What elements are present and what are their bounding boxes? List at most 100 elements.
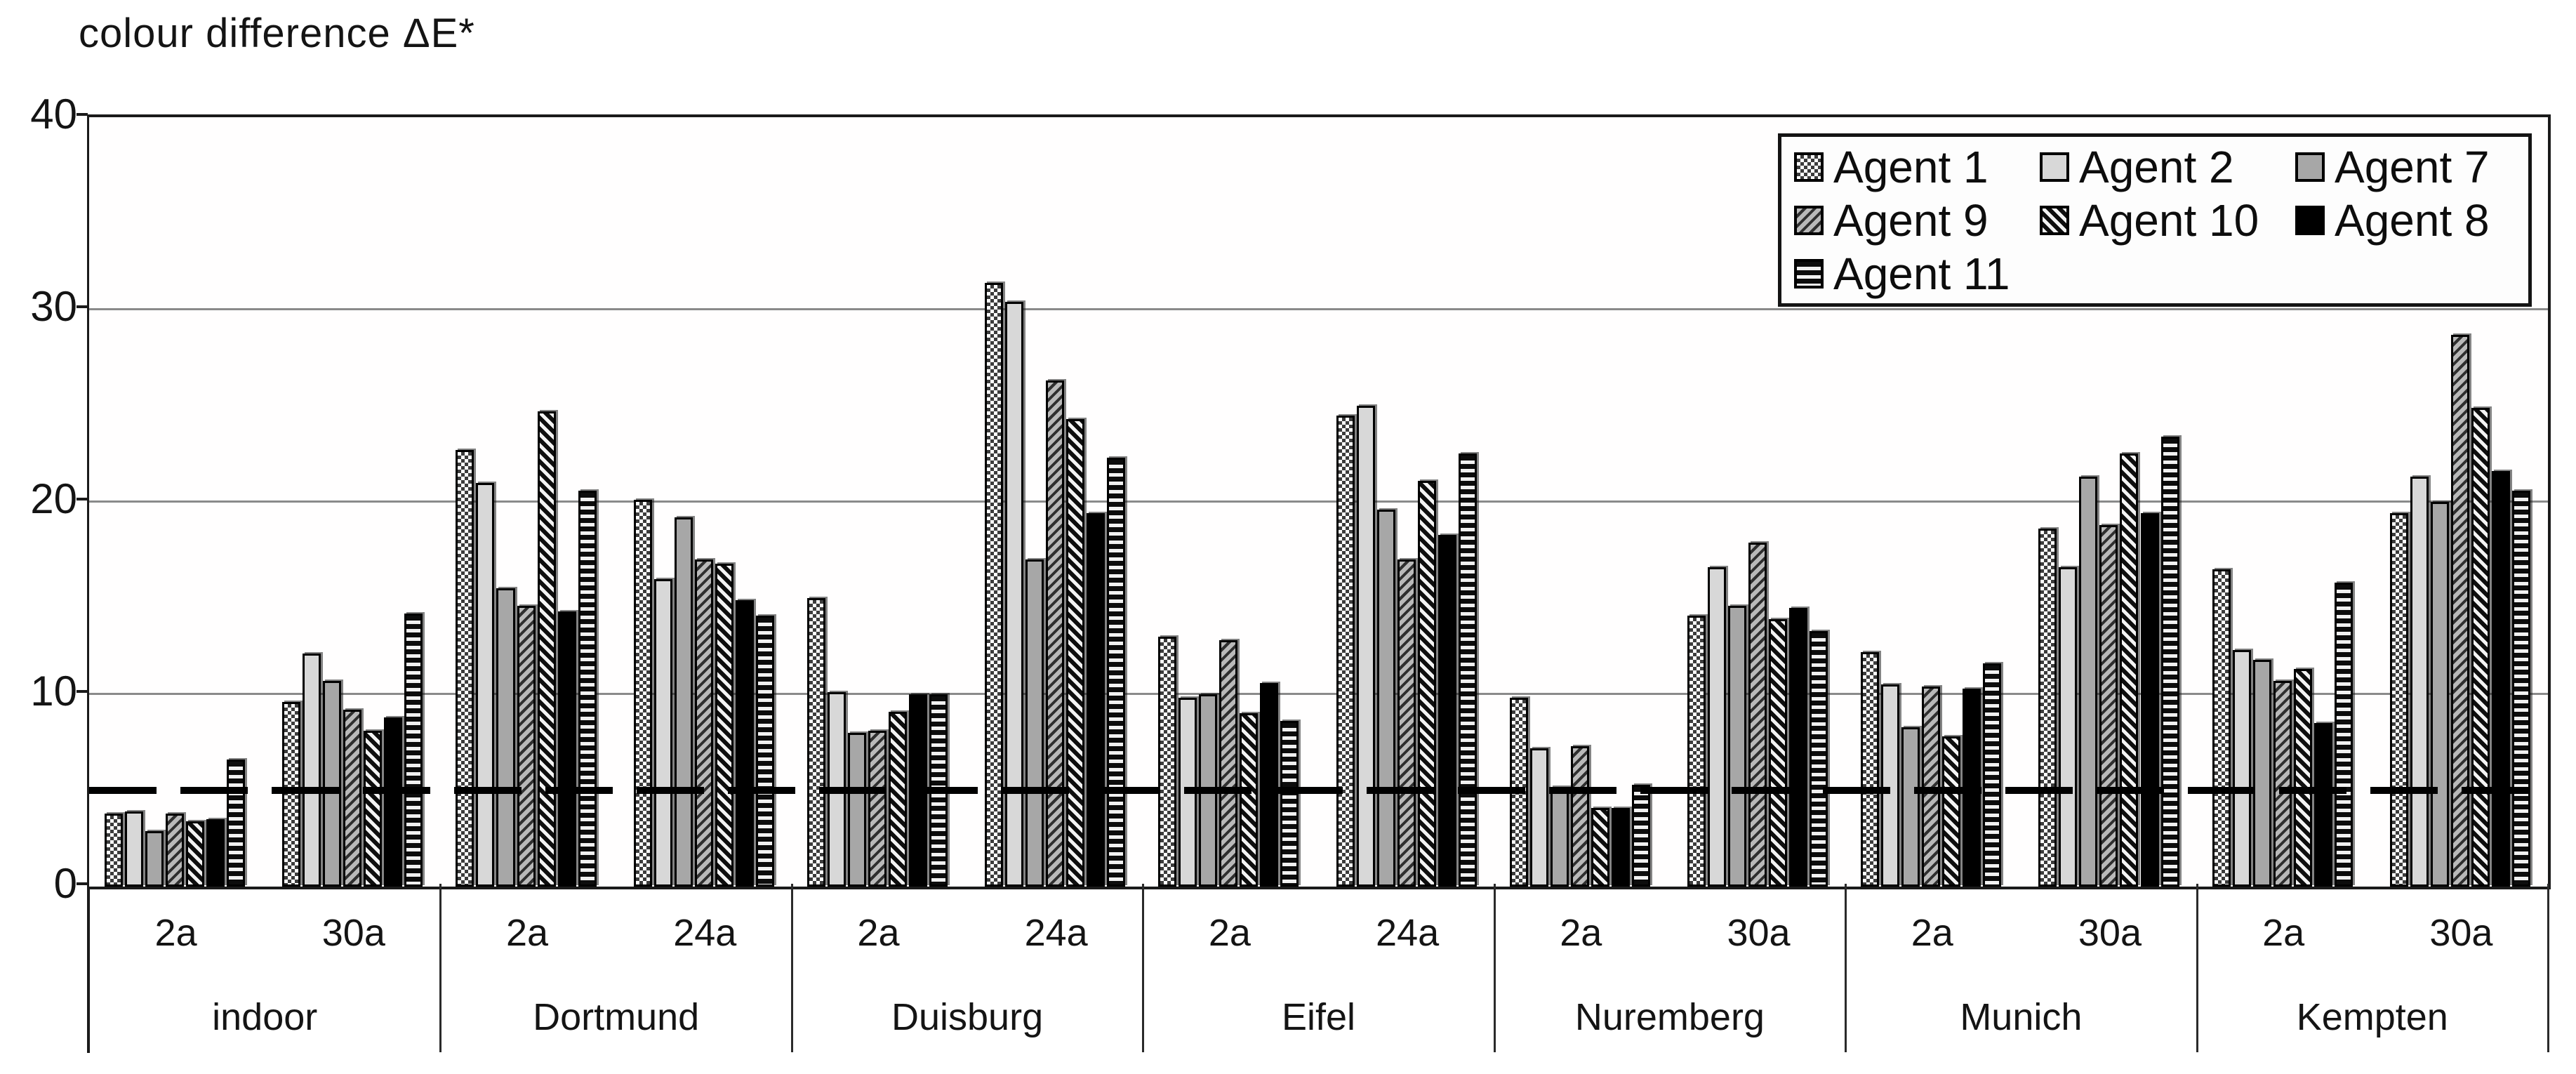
bar-agent-7-indoor-30a — [323, 681, 342, 887]
bar-agent-8-nuremberg-2a — [1611, 808, 1630, 887]
bar-agent-11-dortmund-2a — [578, 491, 597, 887]
bar-agent-8-indoor-30a — [384, 717, 403, 887]
bar-agent-8-indoor-2a — [206, 819, 225, 887]
group-separator — [1845, 884, 1847, 1052]
bar-agent-11-munich-30a — [2160, 437, 2179, 887]
legend: Agent 1 Agent 2 Agent 7 Agent 9 Agent 10 Agen… — [1778, 133, 2532, 307]
bar-agent-2-dortmund-24a — [653, 579, 672, 887]
bar-agent-7-munich-30a — [2079, 477, 2098, 887]
y-tick-label: 0 — [53, 860, 77, 907]
bar-agent-1-eifel-2a — [1158, 637, 1177, 887]
bar-agent-2-duisburg-24a — [1005, 302, 1024, 887]
bar-agent-7-munich-2a — [1901, 727, 1920, 887]
bar-agent-10-kempten-2a — [2293, 669, 2312, 887]
bar-agent-7-kempten-2a — [2252, 660, 2271, 887]
bar-agent-7-kempten-30a — [2430, 502, 2449, 887]
subgroup-label-dortmund-24a: 24a — [673, 912, 737, 954]
subgroup-label-kempten-30a: 30a — [2429, 912, 2493, 954]
bar-agent-11-duisburg-24a — [1107, 458, 1126, 887]
y-tick-mark — [77, 882, 88, 885]
bar-agent-7-indoor-2a — [145, 831, 164, 887]
bar-agent-8-eifel-24a — [1438, 535, 1456, 887]
bar-agent-9-munich-30a — [2099, 525, 2118, 887]
bar-agent-10-duisburg-24a — [1066, 419, 1085, 887]
group-label-eifel: Eifel — [1281, 996, 1356, 1038]
bar-agent-10-eifel-2a — [1240, 713, 1259, 887]
gridline-10 — [89, 693, 2548, 695]
bar-agent-7-nuremberg-2a — [1550, 787, 1569, 887]
bar-agent-9-dortmund-2a — [517, 606, 536, 887]
bar-agent-10-indoor-2a — [186, 821, 205, 887]
legend-item-agent-7: Agent 7 — [2295, 142, 2518, 192]
y-tick-mark — [77, 113, 88, 116]
bar-agent-8-munich-30a — [2140, 513, 2159, 887]
mid-gray-swatch-icon — [2295, 152, 2325, 182]
bar-agent-11-indoor-2a — [227, 760, 246, 887]
subgroup-label-indoor-2a: 2a — [154, 912, 197, 954]
y-tick-label: 20 — [30, 475, 77, 522]
legend-item-agent-2: Agent 2 — [2040, 142, 2295, 192]
legend-item-agent-11: Agent 11 — [1794, 249, 2040, 298]
bar-agent-10-munich-30a — [2120, 453, 2139, 887]
y-tick-label: 30 — [30, 283, 77, 330]
diag-down-bold-swatch-icon — [2040, 205, 2069, 235]
bar-agent-11-indoor-30a — [404, 614, 423, 887]
bar-agent-2-eifel-24a — [1356, 406, 1375, 887]
bar-agent-1-dortmund-24a — [633, 500, 652, 887]
legend-label: Agent 11 — [1833, 248, 2010, 299]
bar-agent-11-nuremberg-2a — [1631, 785, 1650, 887]
group-separator — [439, 884, 442, 1052]
bar-agent-2-dortmund-2a — [476, 483, 495, 887]
bar-agent-8-kempten-30a — [2491, 471, 2510, 887]
bar-agent-11-eifel-24a — [1458, 453, 1477, 887]
legend-label: Agent 9 — [1833, 194, 1989, 246]
bar-agent-7-duisburg-2a — [847, 733, 866, 887]
legend-label: Agent 8 — [2335, 194, 2490, 246]
group-label-indoor: indoor — [212, 996, 318, 1038]
subgroup-label-munich-2a: 2a — [1911, 912, 1953, 954]
legend-item-agent-9: Agent 9 — [1794, 196, 2040, 245]
bar-agent-10-dortmund-24a — [715, 564, 733, 887]
bar-agent-9-indoor-2a — [166, 814, 185, 887]
group-label-duisburg: Duisburg — [891, 996, 1044, 1038]
chart-title: colour difference ΔE* — [79, 11, 475, 56]
group-label-nuremberg: Nuremberg — [1574, 996, 1765, 1038]
gridline-30 — [89, 308, 2548, 310]
bar-agent-9-eifel-2a — [1219, 640, 1238, 887]
subgroup-label-duisburg-2a: 2a — [857, 912, 900, 954]
bar-agent-2-munich-30a — [2059, 567, 2078, 887]
bar-agent-1-kempten-30a — [2389, 513, 2408, 887]
y-tick-label: 10 — [30, 668, 77, 715]
bar-agent-8-kempten-2a — [2313, 723, 2332, 887]
bar-agent-9-indoor-30a — [343, 710, 362, 887]
bar-agent-1-munich-30a — [2038, 529, 2057, 887]
bar-agent-8-duisburg-24a — [1087, 513, 1106, 887]
bar-agent-9-kempten-30a — [2450, 335, 2469, 887]
bar-agent-11-dortmund-24a — [755, 616, 774, 887]
bar-agent-7-dortmund-2a — [496, 588, 515, 887]
threshold-line — [89, 787, 2548, 794]
legend-item-agent-1: Agent 1 — [1794, 142, 2040, 192]
bar-agent-10-indoor-30a — [364, 731, 383, 887]
legend-label: Agent 2 — [2079, 141, 2234, 192]
bar-agent-9-nuremberg-30a — [1748, 543, 1767, 887]
group-separator — [1493, 884, 1496, 1052]
bar-agent-11-kempten-30a — [2511, 491, 2530, 887]
bar-agent-2-kempten-2a — [2232, 650, 2251, 887]
subgroup-label-munich-30a: 30a — [2078, 912, 2142, 954]
bar-agent-10-nuremberg-30a — [1769, 619, 1788, 887]
legend-label: Agent 1 — [1833, 141, 1989, 192]
bar-agent-8-dortmund-2a — [557, 611, 576, 887]
subgroup-label-kempten-2a: 2a — [2262, 912, 2305, 954]
group-separator — [790, 884, 793, 1052]
legend-item-agent-8: Agent 8 — [2295, 196, 2518, 245]
bar-agent-9-duisburg-24a — [1046, 380, 1065, 887]
bar-agent-2-munich-2a — [1881, 684, 1900, 887]
bar-agent-8-eifel-2a — [1260, 683, 1279, 887]
group-label-munich: Munich — [1960, 996, 2083, 1038]
bar-agent-1-duisburg-2a — [806, 598, 825, 887]
bar-agent-9-eifel-24a — [1397, 559, 1416, 887]
bar-agent-10-eifel-24a — [1417, 481, 1436, 887]
bar-agent-11-kempten-2a — [2334, 583, 2353, 887]
